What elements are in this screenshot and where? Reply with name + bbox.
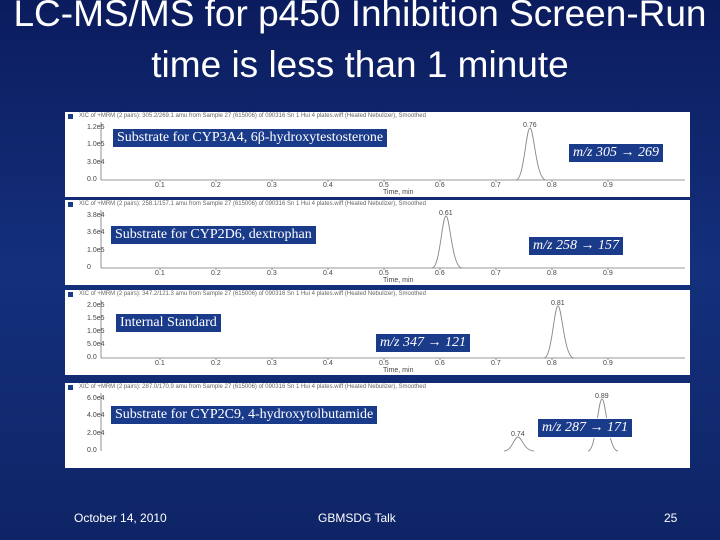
mz-label: m/z 287 → 171	[537, 418, 633, 438]
footer-date: October 14, 2010	[74, 511, 167, 525]
peak	[543, 305, 575, 359]
substrate-label: Substrate for CYP2C9, 4-hydroxytolbutami…	[110, 405, 379, 425]
chromatogram-panel: XIC of +MRM (2 pairs): 305.2/269.1 amu f…	[65, 112, 690, 197]
plot	[100, 300, 685, 360]
chromatogram-panel: XIC of +MRM (2 pairs): 347.2/121.3 amu f…	[65, 290, 690, 375]
peak	[431, 215, 463, 269]
plot	[100, 210, 685, 270]
peak-label: 0.76	[523, 122, 537, 129]
y-tick-label: 0.0	[87, 447, 97, 454]
mz-label: m/z 258 → 157	[528, 236, 624, 256]
y-tick-label: 4.0e4	[87, 412, 105, 420]
y-tick-label: 0.0	[87, 176, 97, 183]
y-tick-label: 0	[87, 264, 91, 271]
x-tick-label: 0.7	[491, 182, 501, 189]
x-tick-label: 0.1	[155, 182, 165, 189]
plot	[100, 393, 619, 452]
x-axis-title: Time, min	[383, 367, 414, 374]
mz-label: m/z 305 → 269	[568, 143, 664, 163]
x-tick-label: 0.7	[491, 360, 501, 367]
substrate-label: Substrate for CYP3A4, 6β-hydroxytestoste…	[112, 128, 389, 148]
panel-header: XIC of +MRM (2 pairs): 287.0/170.9 amu f…	[79, 384, 426, 390]
chromatogram-panel: XIC of +MRM (2 pairs): 287.0/170.9 amu f…	[65, 383, 690, 468]
x-tick-label: 0.4	[323, 270, 333, 277]
x-tick-label: 0.9	[603, 182, 613, 189]
y-tick-label: 3.8e4	[87, 212, 105, 219]
x-tick-label: 0.5	[379, 360, 389, 367]
y-tick-label: 2.0e4	[87, 429, 105, 437]
bullet	[68, 114, 73, 119]
y-tick-label: 6.0e4	[87, 395, 105, 402]
x-tick-label: 0.3	[267, 270, 277, 277]
x-tick-label: 0.1	[155, 270, 165, 277]
x-tick-label: 0.2	[211, 182, 221, 189]
x-tick-label: 0.6	[435, 360, 445, 367]
y-tick-label: 1.0e5	[87, 328, 105, 335]
x-tick-label: 0.2	[211, 270, 221, 277]
chromatogram-panel: XIC of +MRM (2 pairs): 258.1/157.1 amu f…	[65, 200, 690, 285]
x-tick-label: 0.8	[547, 360, 557, 367]
bullet	[68, 292, 73, 297]
x-tick-label: 0.1	[155, 360, 165, 367]
x-axis-title: Time, min	[383, 277, 414, 284]
minor-peak	[503, 436, 535, 452]
x-tick-label: 0.3	[267, 182, 277, 189]
x-tick-label: 0.4	[323, 182, 333, 189]
peak	[515, 127, 547, 181]
y-tick-label: 0.0	[87, 354, 97, 361]
x-tick-label: 0.6	[435, 270, 445, 277]
peak-label: 0.61	[439, 210, 453, 217]
y-tick-label: 1.0e5	[87, 246, 105, 254]
slide-title: LC-MS/MS for p450 Inhibition Screen-Run …	[13, 0, 707, 85]
x-tick-label: 0.5	[379, 270, 389, 277]
substrate-label: Substrate for CYP2D6, dextrophan	[110, 225, 317, 245]
x-tick-label: 0.9	[603, 270, 613, 277]
panel-header: XIC of +MRM (2 pairs): 258.1/157.1 amu f…	[79, 201, 426, 207]
x-tick-label: 0.3	[267, 360, 277, 367]
x-tick-label: 0.4	[323, 360, 333, 367]
y-tick-label: 1.5e5	[87, 315, 105, 322]
x-tick-label: 0.9	[603, 360, 613, 367]
page-number: 25	[664, 511, 678, 525]
peak-label: 0.74	[511, 431, 525, 438]
panel-header: XIC of +MRM (2 pairs): 305.2/269.1 amu f…	[79, 113, 426, 119]
x-axis-title: Time, min	[383, 189, 414, 196]
peak-label: 0.81	[551, 300, 565, 307]
y-tick-label: 3.6e4	[87, 229, 105, 237]
peak-label: 0.89	[595, 393, 609, 400]
peak	[587, 398, 619, 452]
x-tick-label: 0.5	[379, 182, 389, 189]
mz-label: m/z 347 → 121	[375, 333, 471, 353]
panel-header: XIC of +MRM (2 pairs): 347.2/121.3 amu f…	[79, 291, 426, 297]
x-tick-label: 0.8	[547, 182, 557, 189]
y-tick-label: 5.0e4	[87, 341, 105, 348]
bullet	[68, 385, 73, 390]
bullet	[68, 202, 73, 207]
y-tick-label: 1.0e5	[87, 141, 105, 149]
substrate-label: Internal Standard	[115, 313, 222, 333]
y-tick-label: 2.0e5	[87, 302, 105, 309]
plot	[100, 122, 685, 182]
x-tick-label: 0.7	[491, 270, 501, 277]
footer-center: GBMSDG Talk	[318, 511, 396, 525]
x-tick-label: 0.8	[547, 270, 557, 277]
y-tick-label: 3.0e4	[87, 158, 105, 166]
x-tick-label: 0.6	[435, 182, 445, 189]
x-tick-label: 0.2	[211, 360, 221, 367]
y-tick-label: 1.2e5	[87, 124, 105, 131]
